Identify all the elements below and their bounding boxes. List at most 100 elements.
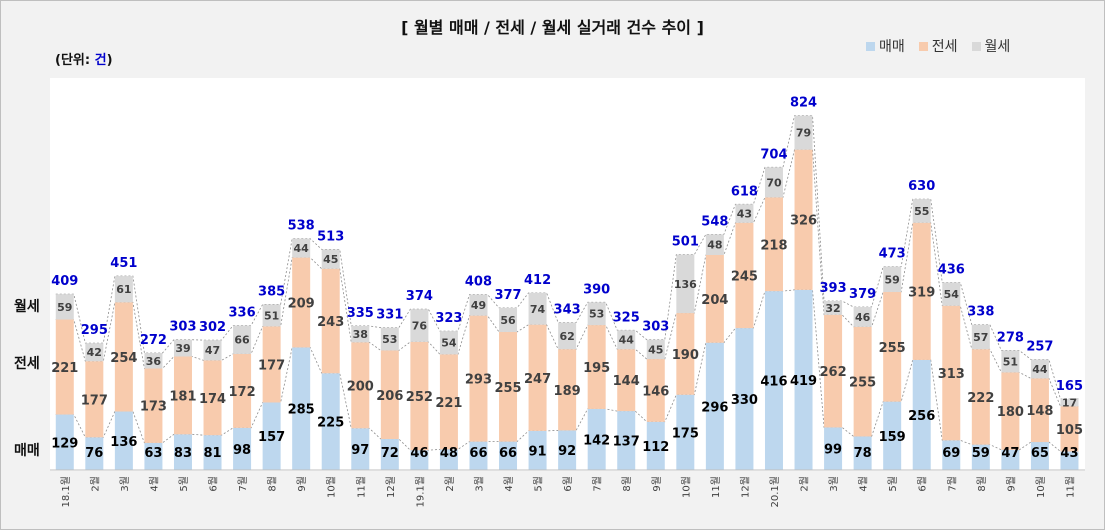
label-jeonse-20: 146 — [642, 384, 669, 399]
bar-0-23 — [735, 328, 754, 470]
bar-2-12 — [410, 309, 429, 342]
label-wolse-31: 57 — [973, 331, 988, 344]
x-tick-label-16: 5월 — [533, 476, 545, 492]
x-tick-label-32: 9월 — [1005, 476, 1017, 492]
bar-2-33 — [1030, 359, 1049, 379]
bar-2-7 — [262, 304, 281, 327]
label-wolse-5: 47 — [205, 344, 220, 357]
x-tick-label-5: 6월 — [208, 476, 220, 492]
label-maemae-16: 91 — [529, 444, 547, 459]
bar-1-14 — [469, 315, 488, 442]
bar-2-3 — [144, 353, 163, 369]
legend-item-0: 매매 — [866, 36, 905, 56]
label-total-16: 412 — [524, 273, 551, 288]
label-maemae-30: 69 — [942, 446, 960, 461]
label-total-25: 824 — [790, 96, 817, 111]
bar-0-12 — [410, 450, 429, 470]
bar-2-10 — [351, 325, 370, 343]
label-maemae-4: 83 — [174, 446, 192, 461]
label-maemae-2: 136 — [110, 435, 137, 450]
x-tick-label-29: 6월 — [917, 476, 929, 492]
label-total-21: 501 — [672, 235, 699, 250]
bar-1-21 — [676, 313, 695, 395]
label-jeonse-1: 177 — [81, 393, 108, 408]
label-jeonse-18: 195 — [583, 361, 610, 376]
label-total-28: 473 — [879, 247, 906, 262]
bar-1-3 — [144, 368, 163, 443]
label-wolse-0: 59 — [57, 301, 72, 314]
label-maemae-3: 63 — [144, 446, 162, 461]
bar-1-34 — [1060, 406, 1079, 452]
legend-label-2: 월세 — [984, 39, 1011, 55]
label-total-29: 630 — [908, 179, 935, 194]
label-wolse-17: 62 — [559, 330, 574, 343]
label-wolse-19: 44 — [619, 334, 635, 347]
bar-0-10 — [351, 428, 370, 470]
label-total-34: 165 — [1056, 379, 1083, 394]
label-wolse-15: 56 — [500, 314, 516, 327]
x-tick-label-24: 20.1월 — [769, 476, 781, 507]
legend-item-2: 월세 — [971, 36, 1011, 56]
label-total-15: 377 — [494, 288, 521, 303]
bar-0-13 — [439, 449, 458, 470]
bar-0-5 — [203, 435, 222, 470]
bar-1-13 — [439, 354, 458, 450]
label-maemae-10: 97 — [351, 443, 369, 458]
label-maemae-14: 66 — [469, 446, 487, 461]
label-total-0: 409 — [51, 274, 78, 289]
bar-2-34 — [1060, 399, 1079, 407]
label-jeonse-33: 148 — [1026, 404, 1053, 419]
bar-2-21 — [676, 254, 695, 314]
label-wolse-9: 45 — [323, 253, 338, 266]
x-tick-label-11: 12월 — [385, 476, 397, 498]
label-maemae-24: 416 — [760, 375, 787, 390]
x-tick-label-20: 9월 — [651, 476, 663, 492]
label-jeonse-8: 209 — [288, 297, 315, 312]
bar-1-5 — [203, 360, 222, 436]
bar-2-28 — [883, 266, 902, 292]
bar-0-9 — [321, 373, 340, 470]
label-jeonse-10: 200 — [347, 379, 374, 394]
legend-label-1: 전세 — [931, 39, 958, 55]
label-maemae-29: 256 — [908, 409, 935, 424]
x-tick-label-18: 7월 — [592, 476, 604, 492]
label-maemae-26: 99 — [824, 443, 842, 458]
label-total-32: 278 — [997, 330, 1024, 345]
bar-1-22 — [705, 255, 724, 343]
label-total-7: 385 — [258, 284, 285, 299]
bar-0-7 — [262, 402, 281, 470]
bar-2-25 — [794, 115, 813, 150]
label-maemae-27: 78 — [854, 446, 872, 461]
label-wolse-24: 70 — [766, 176, 782, 189]
series-connector-0 — [55, 289, 1079, 452]
bar-2-17 — [558, 322, 577, 350]
x-tick-label-0: 18.1월 — [60, 476, 72, 507]
unit-value: 건 — [94, 53, 107, 68]
label-maemae-5: 81 — [203, 446, 221, 461]
label-jeonse-19: 144 — [613, 374, 640, 389]
bar-1-12 — [410, 341, 429, 451]
bar-2-19 — [617, 330, 636, 350]
bar-0-4 — [173, 434, 192, 470]
bar-0-17 — [558, 430, 577, 470]
bar-1-15 — [499, 331, 518, 442]
bar-0-33 — [1030, 442, 1049, 470]
bar-1-31 — [971, 349, 990, 445]
bar-0-1 — [85, 437, 104, 470]
bar-1-19 — [617, 349, 636, 412]
label-wolse-23: 43 — [737, 208, 752, 221]
bar-2-2 — [114, 276, 133, 303]
x-tick-label-23: 12월 — [739, 476, 751, 498]
bar-2-4 — [173, 339, 192, 357]
bar-1-17 — [558, 349, 577, 431]
label-jeonse-24: 218 — [760, 238, 787, 253]
label-total-2: 451 — [110, 256, 137, 271]
label-jeonse-14: 293 — [465, 373, 492, 388]
bar-2-27 — [853, 307, 872, 327]
bar-0-34 — [1060, 451, 1079, 470]
bar-1-18 — [587, 325, 606, 409]
bar-0-24 — [764, 291, 783, 470]
bar-1-2 — [114, 302, 133, 412]
label-total-12: 374 — [406, 289, 433, 304]
label-total-22: 548 — [701, 214, 728, 229]
